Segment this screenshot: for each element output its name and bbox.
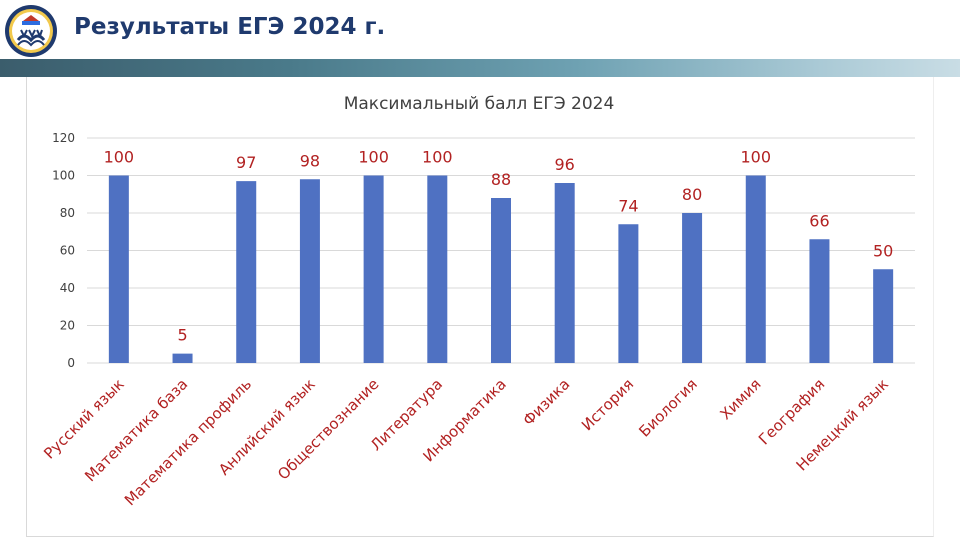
data-label: 88: [491, 170, 511, 189]
category-label: Химия: [716, 375, 764, 423]
data-label: 98: [300, 151, 320, 170]
bar: [809, 239, 830, 363]
bar: [554, 183, 575, 363]
y-tick-label: 60: [60, 244, 75, 258]
bar: [108, 175, 129, 363]
y-tick-label: 0: [67, 356, 75, 370]
y-tick-label: 40: [60, 281, 75, 295]
data-labels: 100 5 97 98 100 100 88 96 74 80 100 66 50: [104, 148, 894, 345]
data-label: 100: [104, 148, 135, 167]
data-label: 66: [809, 211, 829, 230]
bar: [299, 179, 320, 363]
chart-title: Максимальный балл ЕГЭ 2024: [344, 94, 615, 114]
bar: [491, 198, 511, 363]
bar: [873, 269, 894, 363]
data-label: 96: [555, 155, 575, 174]
data-label: 100: [358, 148, 389, 167]
data-label: 100: [740, 148, 771, 167]
category-label: Математика профиль: [121, 375, 255, 509]
data-label: 97: [236, 153, 256, 172]
chart-frame: Максимальный балл ЕГЭ 2024 0 20 40 60 80 100 1…: [26, 77, 934, 537]
bar: [618, 224, 639, 363]
data-label: 80: [682, 185, 702, 204]
slide-header: Результаты ЕГЭ 2024 г.: [0, 0, 960, 62]
bar: [363, 175, 384, 363]
y-tick-label: 100: [52, 169, 75, 183]
category-label: История: [578, 375, 637, 434]
bar: [682, 213, 703, 363]
data-label: 5: [177, 326, 187, 345]
y-tick-label: 20: [60, 319, 75, 333]
bars: [108, 175, 894, 363]
category-label: Физика: [519, 375, 573, 429]
school-logo-icon: [5, 5, 57, 57]
bar: [172, 353, 193, 363]
bar: [427, 175, 448, 363]
bar: [236, 181, 257, 363]
y-tick-label: 80: [60, 206, 75, 220]
y-axis-ticks: 0 20 40 60 80 100 120: [52, 131, 75, 370]
bar-chart: Максимальный балл ЕГЭ 2024 0204060801001…: [40, 94, 915, 509]
category-label: Биология: [635, 375, 701, 441]
bar: [745, 175, 766, 363]
y-tick-label: 120: [52, 131, 75, 145]
slide-title: Результаты ЕГЭ 2024 г.: [74, 14, 386, 40]
data-label: 100: [422, 148, 453, 167]
data-label: 74: [618, 196, 638, 215]
header-band: [0, 59, 960, 77]
data-label: 50: [873, 241, 893, 260]
